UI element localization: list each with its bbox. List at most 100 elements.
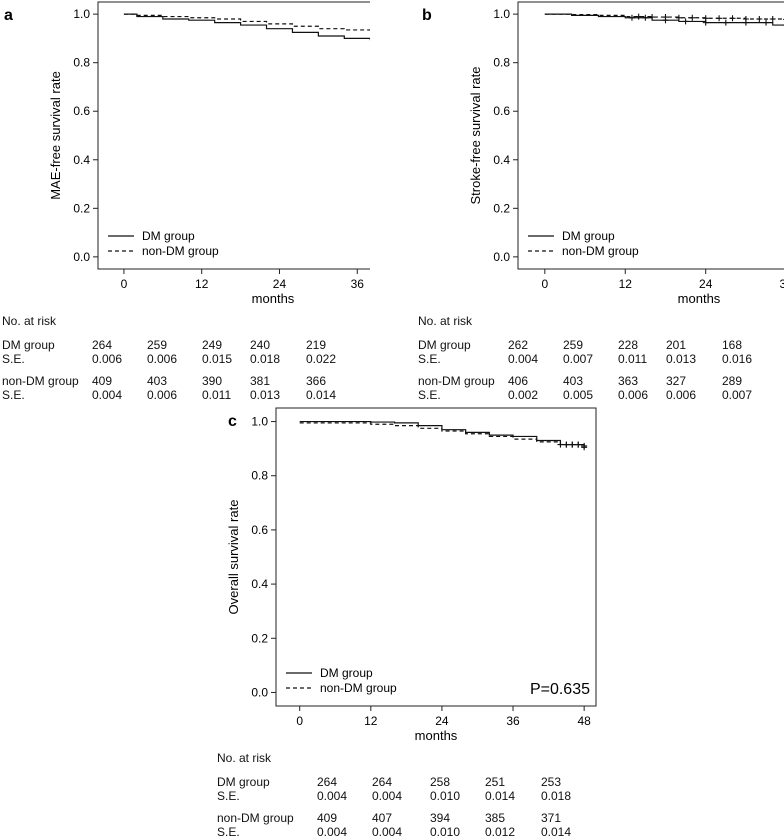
y-tick-label: 0.4 (493, 153, 510, 167)
censor-mark (682, 18, 689, 25)
risk-row: non-DM group 406 403 363 327 289 (418, 374, 784, 388)
risk-cell: 258 (430, 775, 451, 789)
y-tick-label: 0.8 (493, 56, 510, 70)
risk-cell: 0.004 (372, 825, 403, 839)
legend-label-dm: DM group (320, 666, 373, 680)
risk-cell: 0.011 (202, 388, 232, 402)
panel-label: a (4, 7, 13, 24)
chart-a: a0.00.20.40.60.81.0012243648monthsMAE-fr… (4, 1, 370, 306)
risk-row-label: non-DM group (2, 374, 79, 388)
risk-row: DM group 262 259 228 201 168 (418, 338, 784, 352)
risk-row: non-DM group 409 403 390 381 366 (2, 374, 370, 388)
risk-cell: 0.010 (430, 825, 461, 839)
risk-cell: 0.011 (618, 352, 648, 366)
risk-cell: 381 (250, 374, 271, 388)
risk-row-label: S.E. (2, 352, 25, 366)
legend-label-dm: DM group (562, 229, 615, 243)
risk-row-label: DM group (2, 338, 55, 352)
risk-cell: 0.004 (92, 388, 123, 402)
risk-cell: 259 (563, 338, 584, 352)
risk-cell: 390 (202, 374, 223, 388)
risk-cell: 262 (508, 338, 529, 352)
risk-row: non-DM group 409 407 394 385 371 (217, 811, 617, 825)
series-line-non-dm (123, 13, 370, 33)
x-axis-label: months (415, 728, 458, 743)
censor-mark (729, 15, 736, 22)
y-axis-label: Stroke-free survival rate (468, 67, 483, 205)
censor-mark (716, 15, 723, 22)
x-tick-label: 12 (364, 714, 378, 728)
risk-cell: 409 (317, 811, 338, 825)
risk-row: S.E. 0.004 0.004 0.010 0.012 0.014 (217, 825, 617, 839)
y-tick-label: 0.0 (493, 250, 510, 264)
risk-cell: 0.004 (317, 825, 348, 839)
risk-cell: 264 (372, 775, 393, 789)
x-axis-label: months (678, 291, 721, 306)
risk-title-text: No. at risk (418, 314, 473, 328)
risk-table-title: No. at risk (2, 314, 370, 328)
risk-cell: 0.013 (250, 388, 281, 402)
legend-label-non-dm: non-DM group (320, 681, 397, 695)
y-tick-label: 0.4 (251, 577, 268, 591)
chart-c: c 0.0 0.2 0.4 0.6 0.8 1.0 0 12 24 36 48 months Overal… (226, 407, 597, 743)
y-tick-label: 0.6 (251, 523, 268, 537)
risk-row: DM group 264 264 258 251 253 (217, 775, 617, 789)
risk-cell: 228 (618, 338, 639, 352)
risk-cell: 385 (485, 811, 506, 825)
risk-cell: 0.007 (563, 352, 594, 366)
risk-cell: 403 (147, 374, 168, 388)
censor-mark (756, 15, 763, 22)
y-tick-label: 1.0 (493, 7, 510, 21)
censor-mark (635, 13, 642, 20)
y-tick-label: 1.0 (251, 415, 268, 429)
risk-row-label: non-DM group (418, 374, 495, 388)
y-tick-label: 0.2 (73, 201, 90, 215)
censor-mark (569, 441, 576, 448)
risk-cell: 251 (485, 775, 506, 789)
risk-row-label: S.E. (217, 825, 240, 839)
censor-mark (689, 14, 696, 21)
censor-mark (662, 14, 669, 21)
risk-cell: 0.012 (485, 825, 516, 839)
x-tick-label: 36 (779, 277, 784, 291)
x-axis-label: months (252, 291, 295, 306)
panel-b: b0.00.20.40.60.81.0012243648monthsStroke… (414, 0, 784, 402)
risk-cell: 0.004 (508, 352, 539, 366)
series-line-non-dm (299, 422, 585, 448)
y-tick-label: 0.2 (493, 201, 510, 215)
censor-mark (581, 444, 588, 451)
risk-cell: 249 (202, 338, 223, 352)
risk-cell: 253 (541, 775, 562, 789)
risk-cell: 0.002 (508, 388, 539, 402)
risk-cell: 0.006 (147, 352, 178, 366)
risk-cell: 259 (147, 338, 168, 352)
x-tick-label: 12 (195, 277, 209, 291)
x-tick-label: 0 (296, 714, 303, 728)
risk-cell: 0.006 (666, 388, 697, 402)
panel-label: c (228, 413, 237, 430)
series-line-dm (123, 13, 370, 41)
risk-cell: 0.005 (563, 388, 594, 402)
censor-mark (702, 15, 709, 22)
y-tick-label: 0.4 (73, 153, 90, 167)
censor-mark (675, 14, 682, 21)
risk-cell: 0.014 (485, 789, 516, 803)
censor-mark (649, 14, 656, 21)
risk-cell: 371 (541, 811, 562, 825)
legend-label-non-dm: non-DM group (142, 244, 219, 258)
risk-cell: 363 (618, 374, 639, 388)
risk-table-a: No. at risk DM group 264 259 249 240 219 S.E. 0.… (2, 314, 370, 402)
risk-title-text: No. at risk (217, 751, 272, 765)
risk-row: DM group 264 259 249 240 219 (2, 338, 370, 352)
risk-row-label: S.E. (2, 388, 25, 402)
x-tick-label: 36 (506, 714, 520, 728)
risk-row-label: DM group (217, 775, 270, 789)
risk-row-label: non-DM group (217, 811, 294, 825)
y-axis-label: Overall survival rate (226, 500, 241, 615)
chart-b: b0.00.20.40.60.81.0012243648monthsStroke… (422, 1, 784, 306)
panel-a: a0.00.20.40.60.81.0012243648monthsMAE-fr… (0, 0, 370, 402)
risk-cell: 327 (666, 374, 687, 388)
risk-table-title: No. at risk (217, 751, 617, 765)
y-axis-label: MAE-free survival rate (48, 71, 63, 200)
panel-label: b (422, 7, 432, 24)
